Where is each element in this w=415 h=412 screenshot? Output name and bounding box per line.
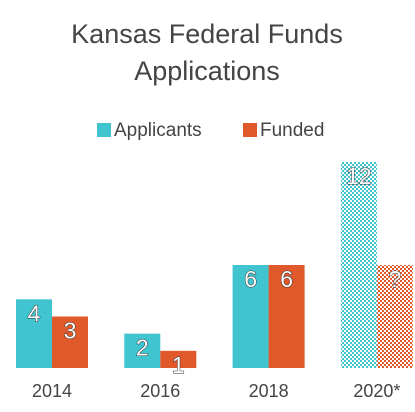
data-label: 12 [346,163,372,189]
legend-swatch [97,123,111,137]
x-tick-label: 2020* [353,381,400,401]
legend-swatch [243,123,257,137]
x-tick-label: 2018 [249,381,289,401]
legend-label: Funded [260,120,324,141]
bar [376,265,413,368]
chart-title: Applications [134,56,280,86]
data-label: ? [389,266,402,292]
data-label: 6 [280,266,293,292]
bar [124,333,161,368]
x-tick-label: 2016 [140,381,180,401]
bar [160,350,197,368]
bar [16,299,52,368]
data-label: 3 [64,318,77,344]
data-label: 6 [244,266,257,292]
x-tick-label: 2014 [32,381,72,401]
bar [232,265,269,368]
data-label: 2 [136,335,149,361]
legend-label: Applicants [114,120,202,141]
chart-title: Kansas Federal Funds [71,19,343,49]
data-label: 1 [172,352,185,378]
bar [268,265,305,368]
data-label: 4 [28,300,41,326]
bar [52,316,88,368]
bar [340,162,377,368]
